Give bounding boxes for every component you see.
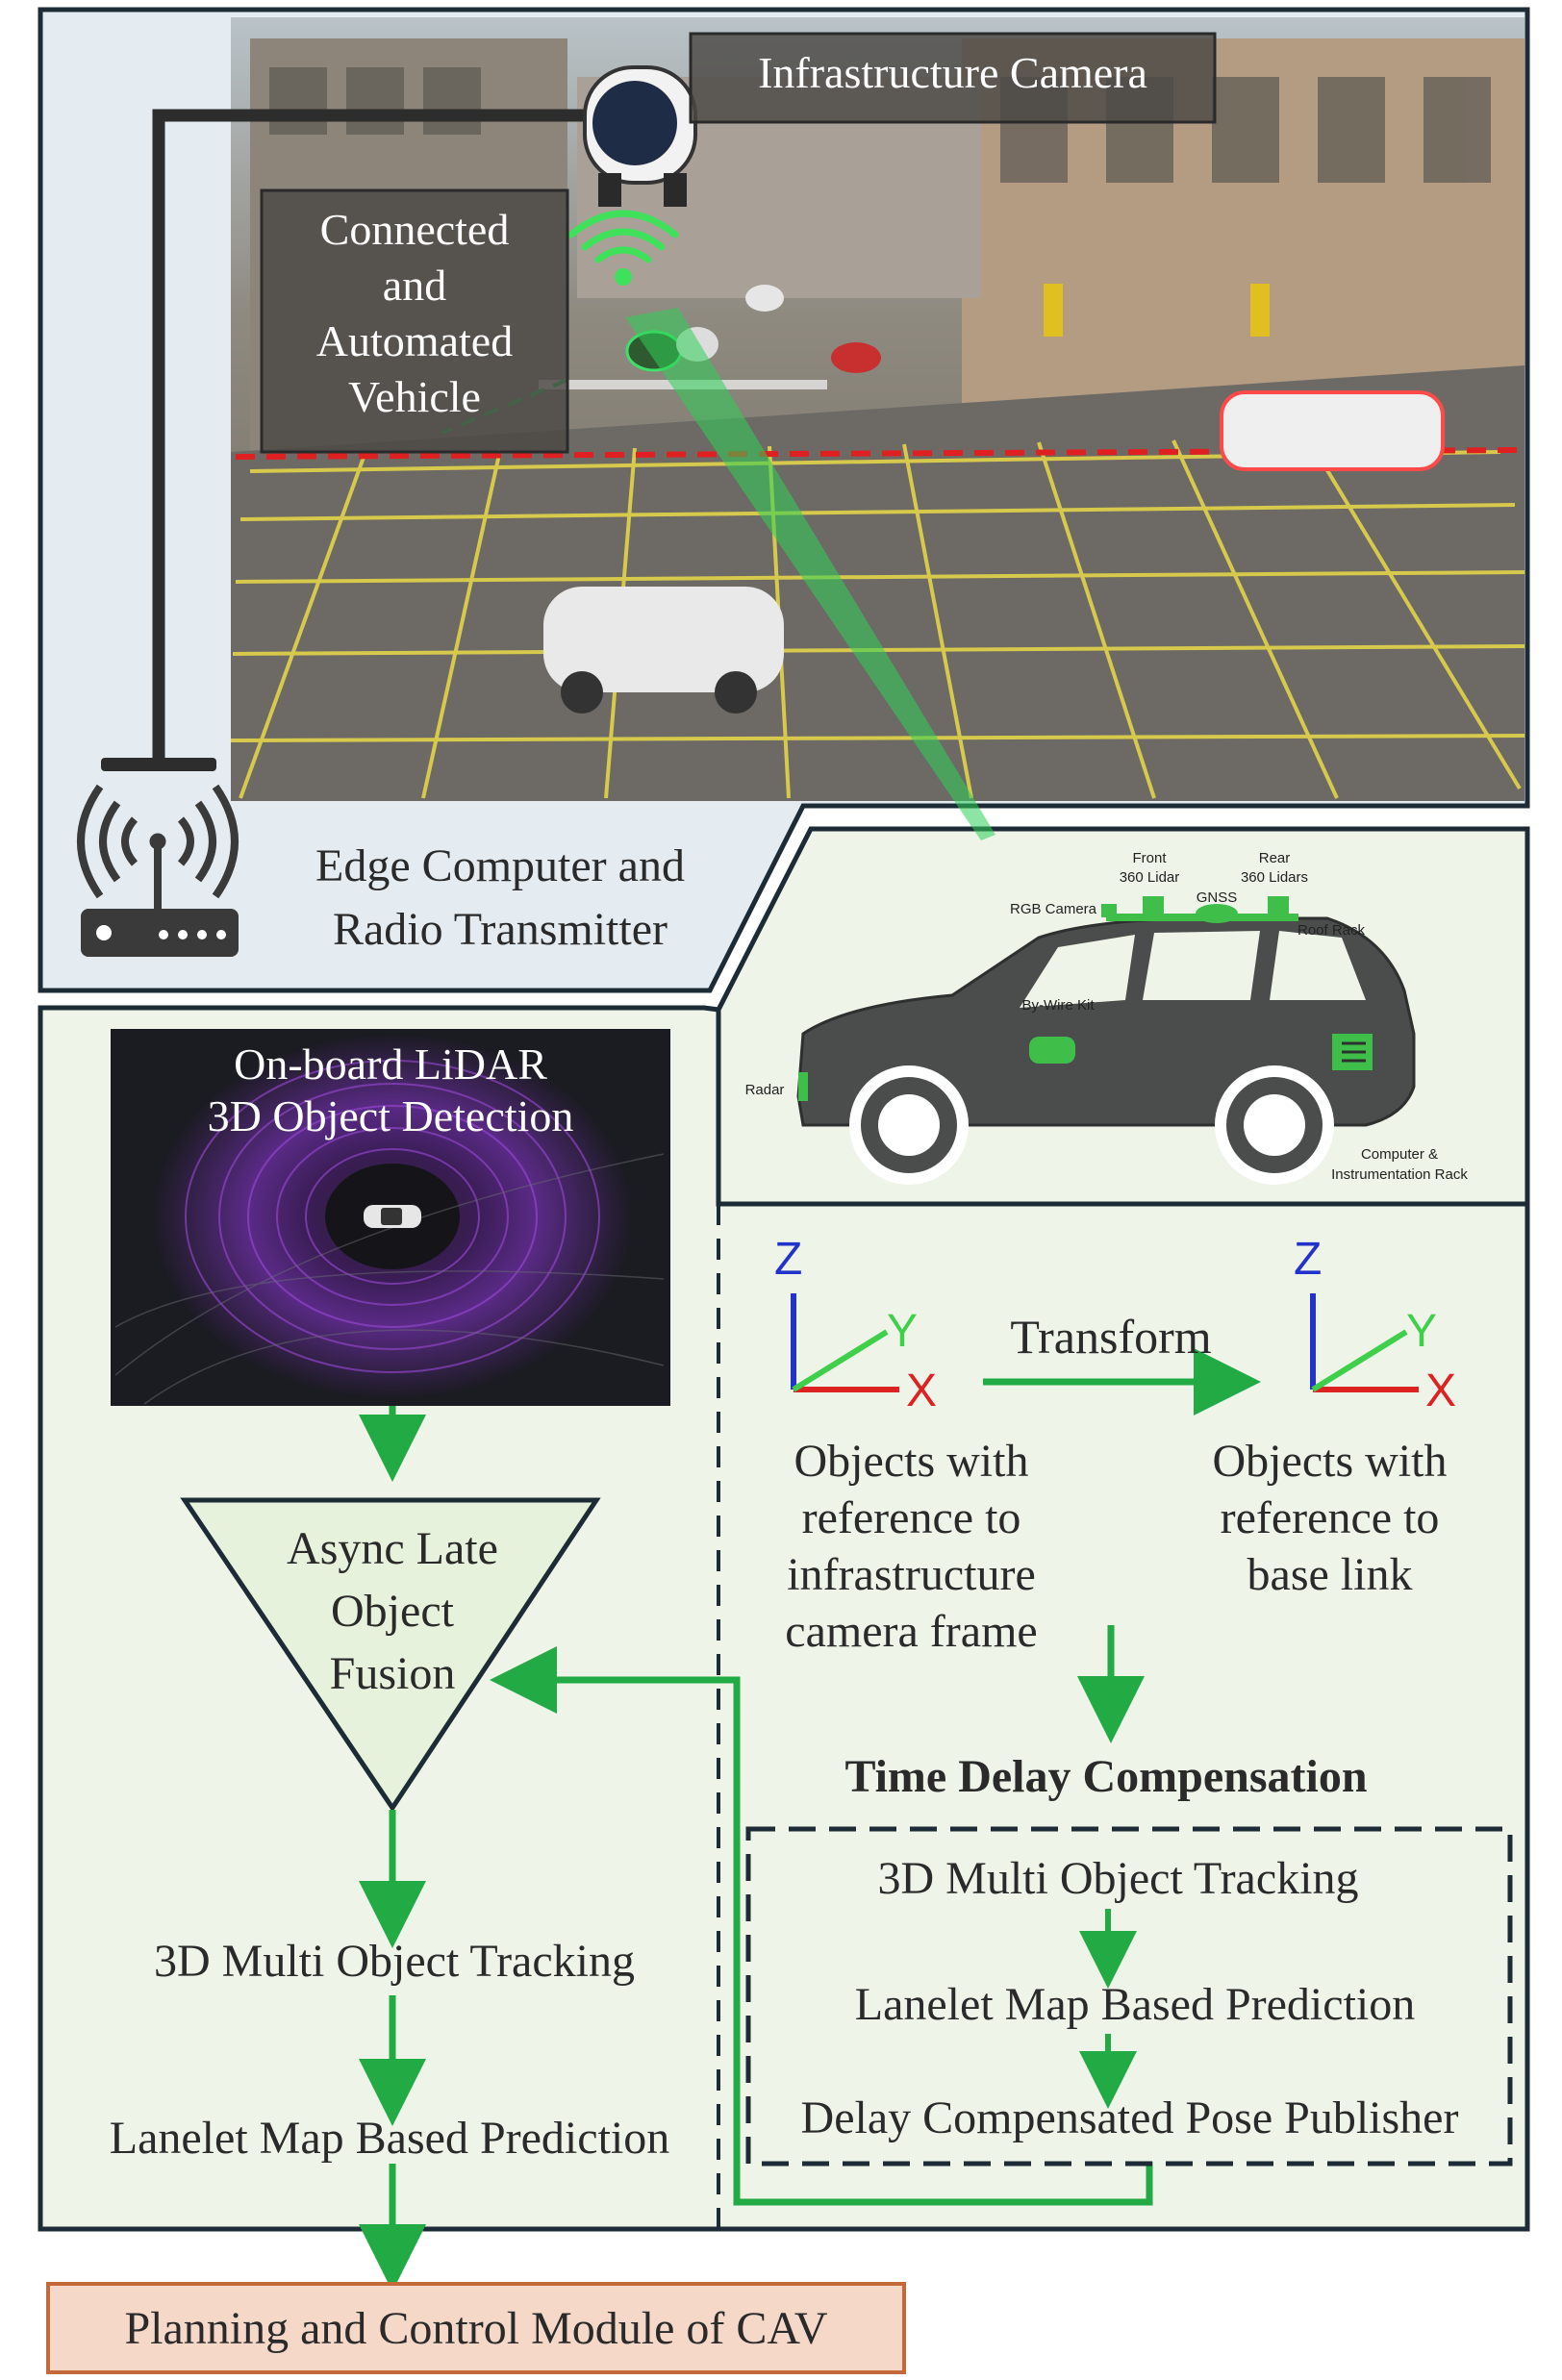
delay-prediction-label: Lanelet Map Based Prediction xyxy=(854,1979,1416,2030)
camera-frame-caption: Objects with reference to infrastructure… xyxy=(731,1433,1092,1660)
cav-label-box xyxy=(260,188,569,454)
label-front-lidar-2: 360 Lidar xyxy=(1120,869,1180,886)
label-by-wire-kit: By-Wire Kit xyxy=(1022,997,1096,1014)
lidar-title-line-2: 3D Object Detection xyxy=(207,1091,574,1140)
axes-base-link xyxy=(1310,1293,1419,1392)
infrastructure-camera-box xyxy=(689,32,1217,124)
fusion-label: Async Late Object Fusion xyxy=(248,1517,537,1705)
axis-x-right: X xyxy=(1425,1365,1456,1416)
base-caption-line-2: reference to xyxy=(1220,1492,1440,1543)
lidar-title: On-board LiDAR 3D Object Detection xyxy=(111,1039,670,1142)
axis-y-left: Y xyxy=(887,1306,918,1357)
base-caption-line-3: base link xyxy=(1247,1549,1413,1600)
label-rear-lidars-2: 360 Lidars xyxy=(1241,869,1308,886)
infrastructure-camera-label: Infrastructure Camera xyxy=(758,48,1147,97)
planning-box xyxy=(46,2282,906,2374)
camera-caption-line-4: camera frame xyxy=(785,1606,1038,1657)
lidar-point-cloud-image xyxy=(111,1029,670,1406)
vehicle-graphic xyxy=(796,896,1416,1185)
cav-label-line-1: Connected xyxy=(319,205,510,254)
label-gnss: GNSS xyxy=(1197,889,1238,906)
delay-title: Time Delay Compensation xyxy=(844,1751,1368,1802)
base-caption-line-1: Objects with xyxy=(1212,1436,1448,1487)
axis-z-right: Z xyxy=(1294,1234,1322,1285)
label-rgb-camera: RGB Camera xyxy=(1010,901,1097,917)
fusion-line-1: Async Late xyxy=(287,1523,498,1574)
delay-publisher-label: Delay Compensated Pose Publisher xyxy=(800,2092,1459,2143)
label-radar: Radar xyxy=(745,1082,785,1098)
label-roof-rack: Roof Rack xyxy=(1297,922,1366,939)
router-icon xyxy=(77,784,239,957)
label-rear-lidars-1: Rear xyxy=(1259,850,1291,866)
edge-label-line-2: Radio Transmitter xyxy=(332,904,668,955)
camera-caption-line-3: infrastructure xyxy=(787,1549,1036,1600)
onboard-tracking-label: 3D Multi Object Tracking xyxy=(154,1936,635,1987)
lidar-title-line-1: On-board LiDAR xyxy=(234,1040,547,1089)
planning-label: Planning and Control Module of CAV xyxy=(124,2303,828,2354)
camera-caption-line-2: reference to xyxy=(801,1492,1021,1543)
infrastructure-camera-graphic xyxy=(583,65,697,207)
camera-pole xyxy=(152,109,587,760)
cav-label: Connected and Automated Vehicle xyxy=(262,202,567,425)
transform-label: Transform xyxy=(1010,1310,1212,1364)
axis-y-right: Y xyxy=(1406,1306,1437,1357)
label-front-lidar-1: Front xyxy=(1132,850,1167,866)
cav-label-line-3: Automated xyxy=(315,316,514,365)
camera-wifi-icon xyxy=(567,210,679,263)
label-computer-rack-2: Instrumentation Rack xyxy=(1331,1166,1468,1183)
fusion-line-2: Object xyxy=(331,1586,454,1637)
arrow-delay-to-fusion xyxy=(490,1646,1153,2206)
camera-caption-line-1: Objects with xyxy=(794,1436,1029,1487)
axis-x-left: X xyxy=(906,1365,937,1416)
axes-camera-frame xyxy=(791,1293,899,1392)
axis-z-left: Z xyxy=(774,1234,802,1285)
cav-label-line-4: Vehicle xyxy=(348,372,481,421)
edge-computer-label: Edge Computer and Radio Transmitter xyxy=(260,835,741,962)
fusion-line-3: Fusion xyxy=(329,1648,456,1699)
delay-tracking-label: 3D Multi Object Tracking xyxy=(877,1853,1359,1904)
base-link-caption: Objects with reference to base link xyxy=(1154,1433,1505,1603)
edge-label-line-1: Edge Computer and xyxy=(315,840,685,891)
onboard-prediction-label: Lanelet Map Based Prediction xyxy=(109,2113,670,2164)
cav-label-line-2: and xyxy=(382,261,447,310)
label-computer-rack-1: Computer & xyxy=(1361,1146,1438,1163)
delay-compensation-box xyxy=(745,1826,1513,2167)
